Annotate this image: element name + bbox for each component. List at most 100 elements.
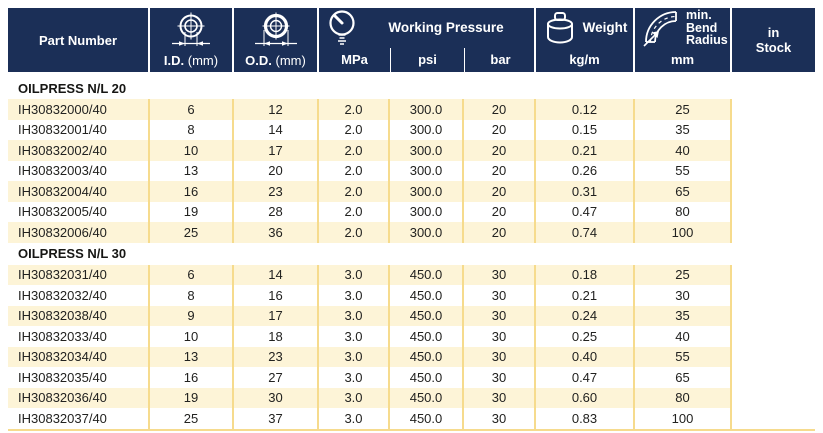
cell-bar: 30 xyxy=(462,264,534,285)
cell-od-mm: 17 xyxy=(232,140,317,161)
section-title: OILPRESS N/L 20 xyxy=(8,77,815,99)
cell-id-mm: 6 xyxy=(148,264,232,285)
table-row: IH30832005/40 19 28 2.0 300.0 20 0.47 80 xyxy=(8,201,815,222)
cell-in-stock xyxy=(730,140,815,161)
cell-in-stock xyxy=(730,408,815,429)
table-row: IH30832031/40 6 14 3.0 450.0 30 0.18 25 xyxy=(8,264,815,285)
cell-bar: 20 xyxy=(462,119,534,140)
cell-bend-mm: 80 xyxy=(633,387,730,408)
cell-od-mm: 27 xyxy=(232,367,317,388)
cell-mpa: 2.0 xyxy=(317,222,388,243)
cell-od-mm: 23 xyxy=(232,346,317,367)
col-header-id: I.D. (mm) xyxy=(148,8,232,72)
col-header-od: O.D. (mm) xyxy=(232,8,317,72)
cell-kg-m: 0.83 xyxy=(534,408,633,429)
cell-id-mm: 19 xyxy=(148,387,232,408)
section-title: OILPRESS N/L 30 xyxy=(8,242,815,265)
cell-bar: 30 xyxy=(462,367,534,388)
cell-od-mm: 16 xyxy=(232,285,317,306)
weight-label: Weight xyxy=(582,20,628,35)
cell-in-stock xyxy=(730,264,815,285)
cell-kg-m: 0.60 xyxy=(534,387,633,408)
cell-mpa: 2.0 xyxy=(317,181,388,202)
cell-mpa: 2.0 xyxy=(317,99,388,120)
cell-bar: 20 xyxy=(462,201,534,222)
cell-kg-m: 0.31 xyxy=(534,181,633,202)
table-row: IH30832003/40 13 20 2.0 300.0 20 0.26 55 xyxy=(8,160,815,181)
cell-kg-m: 0.21 xyxy=(534,285,633,306)
cell-bar: 20 xyxy=(462,140,534,161)
cell-psi: 450.0 xyxy=(388,408,462,429)
cell-bar: 30 xyxy=(462,305,534,326)
cell-id-mm: 13 xyxy=(148,346,232,367)
cell-bar: 20 xyxy=(462,222,534,243)
cell-kg-m: 0.26 xyxy=(534,160,633,181)
cell-bar: 30 xyxy=(462,408,534,429)
cell-psi: 300.0 xyxy=(388,99,462,120)
table-row: IH30832035/40 16 27 3.0 450.0 30 0.47 65 xyxy=(8,367,815,388)
table-row: IH30832006/40 25 36 2.0 300.0 20 0.74 10… xyxy=(8,222,815,243)
part-number-label: Part Number xyxy=(38,32,118,48)
cell-in-stock xyxy=(730,119,815,140)
cell-mpa: 3.0 xyxy=(317,367,388,388)
cell-psi: 300.0 xyxy=(388,140,462,161)
kg-m-label: kg/m xyxy=(569,51,600,67)
cell-bar: 20 xyxy=(462,99,534,120)
col-header-bend-radius: min. Bend Radius mm xyxy=(633,8,730,72)
cell-kg-m: 0.21 xyxy=(534,140,633,161)
cell-part-number: IH30832034/40 xyxy=(8,346,148,367)
cell-bar: 30 xyxy=(462,346,534,367)
table-row: IH30832033/40 10 18 3.0 450.0 30 0.25 40 xyxy=(8,326,815,347)
col-header-in-stock: in Stock xyxy=(730,8,815,72)
cell-mpa: 3.0 xyxy=(317,408,388,429)
cell-mpa: 3.0 xyxy=(317,264,388,285)
cell-psi: 450.0 xyxy=(388,326,462,347)
cell-part-number: IH30832037/40 xyxy=(8,408,148,429)
od-label: O.D. (mm) xyxy=(245,53,306,68)
cell-od-mm: 30 xyxy=(232,387,317,408)
psi-label: psi xyxy=(390,48,464,72)
cell-bend-mm: 40 xyxy=(633,140,730,161)
cell-kg-m: 0.24 xyxy=(534,305,633,326)
cell-mpa: 2.0 xyxy=(317,140,388,161)
cell-id-mm: 6 xyxy=(148,99,232,120)
cell-mpa: 3.0 xyxy=(317,285,388,306)
cell-od-mm: 12 xyxy=(232,99,317,120)
cell-id-mm: 16 xyxy=(148,181,232,202)
cell-id-mm: 8 xyxy=(148,119,232,140)
cell-bend-mm: 30 xyxy=(633,285,730,306)
pressure-gauge-icon xyxy=(329,10,355,45)
cell-bend-mm: 55 xyxy=(633,160,730,181)
cell-psi: 300.0 xyxy=(388,119,462,140)
cell-od-mm: 23 xyxy=(232,181,317,202)
cell-part-number: IH30832006/40 xyxy=(8,222,148,243)
cell-psi: 450.0 xyxy=(388,387,462,408)
col-header-working-pressure: Working Pressure MPa psi bar xyxy=(317,8,534,72)
cell-kg-m: 0.47 xyxy=(534,367,633,388)
cell-id-mm: 25 xyxy=(148,222,232,243)
cell-bend-mm: 25 xyxy=(633,99,730,120)
table-body: OILPRESS N/L 20 IH30832000/40 6 12 2.0 3… xyxy=(8,77,815,431)
cell-id-mm: 10 xyxy=(148,140,232,161)
cell-part-number: IH30832036/40 xyxy=(8,387,148,408)
table-row: IH30832002/40 10 17 2.0 300.0 20 0.21 40 xyxy=(8,140,815,161)
cell-kg-m: 0.47 xyxy=(534,201,633,222)
cell-in-stock xyxy=(730,305,815,326)
cell-bar: 30 xyxy=(462,285,534,306)
cell-mpa: 3.0 xyxy=(317,305,388,326)
mpa-label: MPa xyxy=(341,51,368,67)
cell-id-mm: 9 xyxy=(148,305,232,326)
id-label: I.D. (mm) xyxy=(163,53,219,68)
table-row: IH30832036/40 19 30 3.0 450.0 30 0.60 80 xyxy=(8,387,815,408)
cell-mpa: 2.0 xyxy=(317,119,388,140)
cell-part-number: IH30832035/40 xyxy=(8,367,148,388)
cell-od-mm: 18 xyxy=(232,326,317,347)
table-row: IH30832034/40 13 23 3.0 450.0 30 0.40 55 xyxy=(8,346,815,367)
col-header-weight: Weight kg/m xyxy=(534,8,633,72)
table-row: IH30832004/40 16 23 2.0 300.0 20 0.31 65 xyxy=(8,181,815,202)
cell-in-stock xyxy=(730,222,815,243)
cell-part-number: IH30832002/40 xyxy=(8,140,148,161)
cell-psi: 300.0 xyxy=(388,160,462,181)
cell-in-stock xyxy=(730,387,815,408)
cell-id-mm: 13 xyxy=(148,160,232,181)
